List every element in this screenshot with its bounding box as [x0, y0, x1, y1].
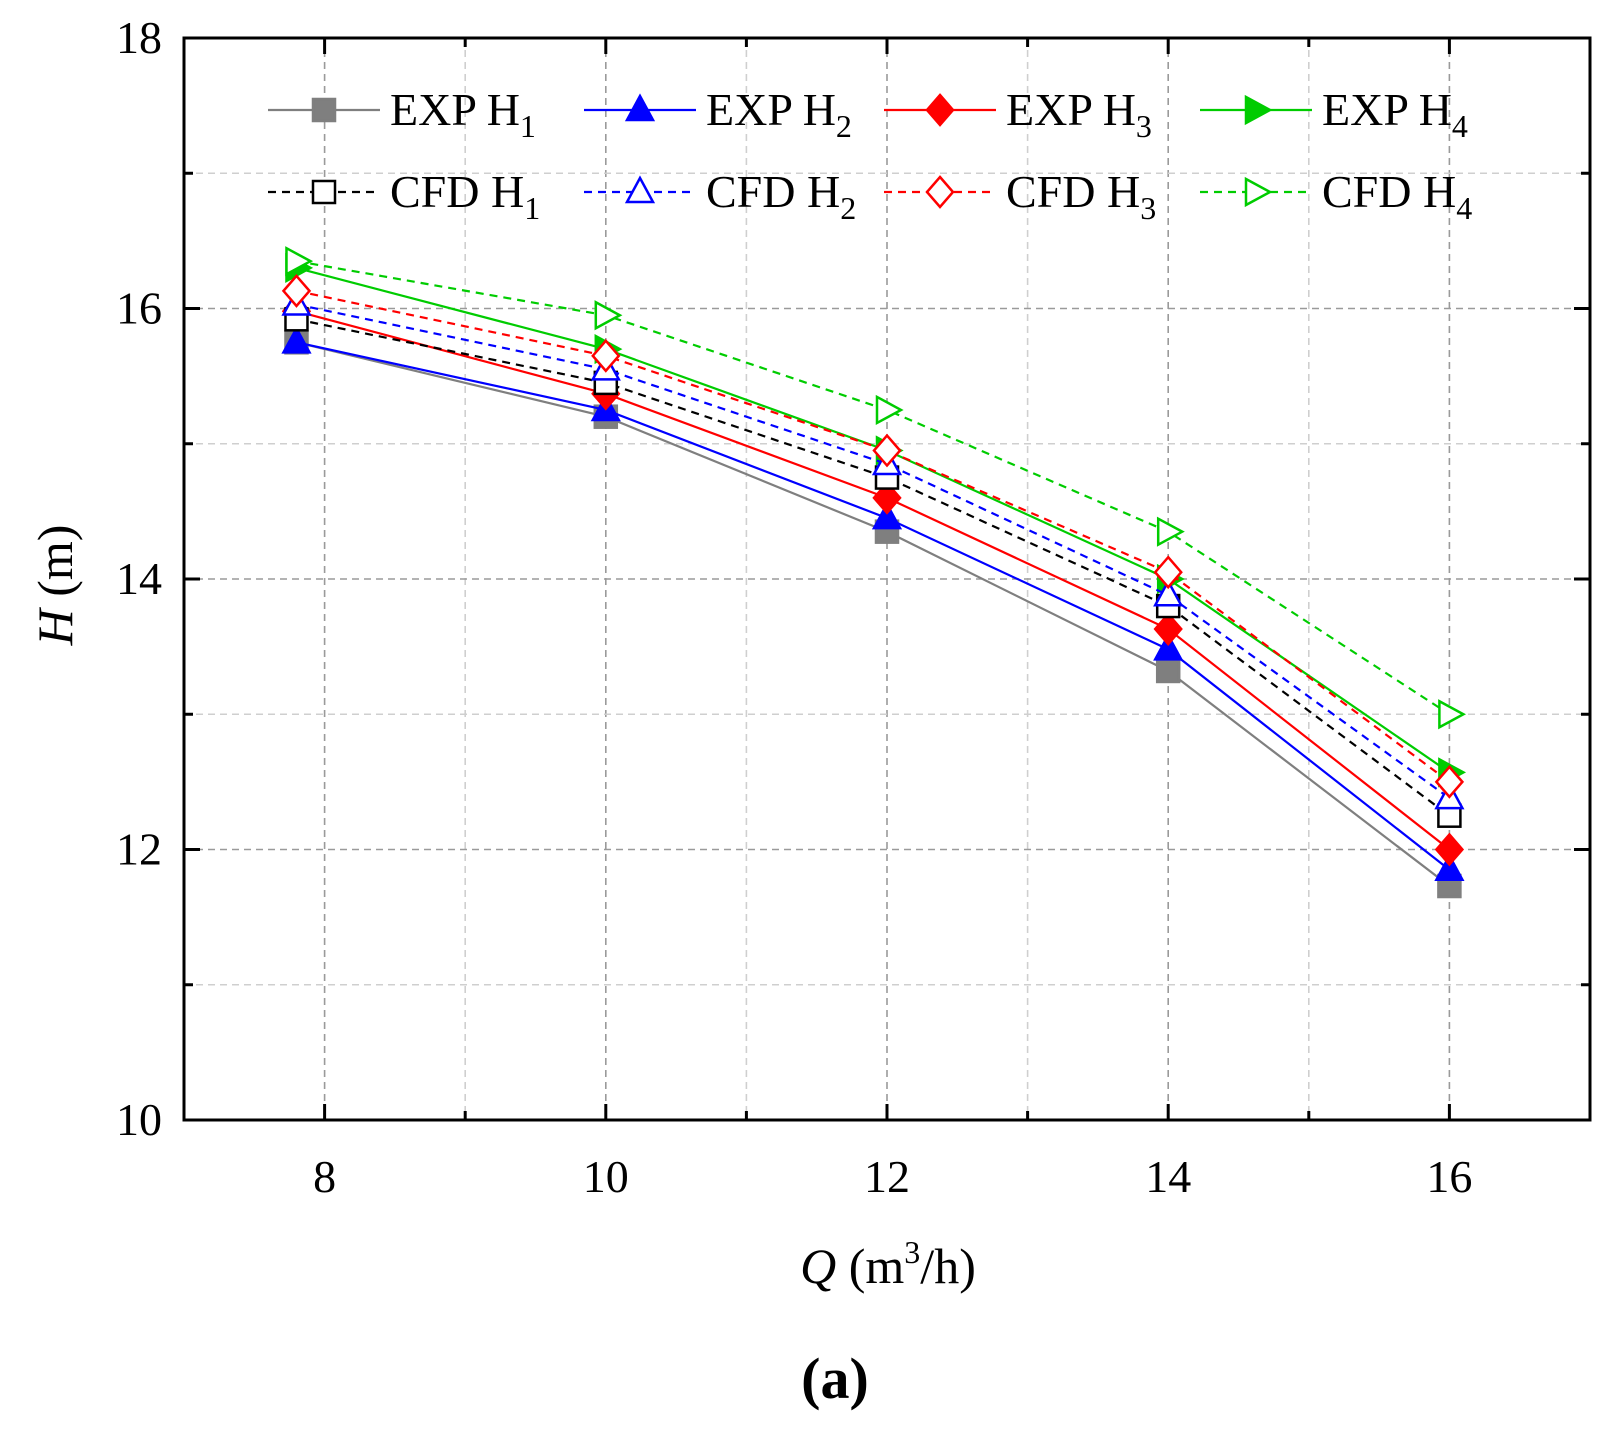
data-point-triangle-up: [624, 175, 656, 204]
legend-entry: CFD H2: [584, 166, 856, 226]
data-point-triangle-up: [624, 93, 656, 122]
series-cfd-h3: [281, 274, 1465, 799]
series-line: [296, 341, 1451, 871]
legend-label-subscript: 3: [1140, 190, 1156, 226]
x-tick-label: 12: [864, 1151, 910, 1202]
series-exp-h2: [281, 325, 1465, 882]
legend-label-main: CFD H: [706, 166, 840, 217]
data-point-diamond: [872, 480, 902, 515]
x-tick-label: 16: [1426, 1151, 1472, 1202]
data-point-triangle-right: [594, 300, 623, 331]
series-layer: [281, 246, 1467, 899]
legend-label-subscript: 2: [836, 108, 852, 144]
series-line: [296, 341, 1451, 887]
legend-entry: EXP H4: [1200, 84, 1468, 144]
legend-entry: CFD H4: [1200, 166, 1472, 226]
panel-label: (a): [801, 1346, 869, 1411]
data-point-triangle-up: [281, 325, 312, 354]
x-axis-unit-post: /h): [920, 1238, 976, 1294]
data-point-diamond: [925, 93, 955, 127]
legend-entry: EXP H2: [584, 84, 852, 144]
legend-label-main: CFD H: [1322, 166, 1456, 217]
legend-label: CFD H4: [1322, 166, 1472, 226]
series-exp-h1: [284, 330, 1462, 899]
legend-label: EXP H1: [390, 84, 536, 144]
data-point-triangle-right: [1244, 176, 1273, 208]
data-point-triangle-up: [1434, 853, 1465, 882]
y-tick-label: 10: [116, 1094, 162, 1145]
series-line: [296, 260, 1450, 716]
x-tick-label: 14: [1145, 1151, 1191, 1202]
y-axis-unit: (m): [27, 525, 83, 610]
legend-label-subscript: 1: [520, 108, 536, 144]
data-point-diamond: [872, 433, 902, 468]
legend-label: EXP H3: [1006, 84, 1152, 144]
data-point-square: [311, 97, 337, 123]
data-point-triangle-right: [1244, 94, 1273, 126]
legend-label-subscript: 2: [840, 190, 856, 226]
data-point-triangle-right: [285, 246, 314, 277]
x-axis-unit-pre: (m: [836, 1238, 904, 1294]
y-axis-symbol: H: [27, 606, 83, 646]
legend-label-subscript: 3: [1136, 108, 1152, 144]
legend-label: CFD H3: [1006, 166, 1156, 226]
data-point-diamond: [1153, 555, 1183, 590]
x-axis-label: Q (m3/h): [800, 1234, 976, 1294]
y-tick-label: 12: [116, 824, 162, 875]
legend-label: EXP H2: [706, 84, 852, 144]
data-point-square: [311, 179, 337, 205]
x-tick-label: 8: [313, 1151, 336, 1202]
series-line: [296, 318, 1451, 817]
legend-label: CFD H2: [706, 166, 856, 226]
legend-label-main: CFD H: [390, 166, 524, 217]
legend-label-main: EXP H: [390, 84, 520, 135]
legend-label: EXP H4: [1322, 84, 1468, 144]
legend-label-subscript: 4: [1456, 190, 1472, 226]
legend-label-subscript: 4: [1452, 108, 1468, 144]
data-point-triangle-right: [875, 394, 904, 426]
series-cfd-h1: [284, 307, 1462, 828]
legend-label-main: EXP H: [706, 84, 836, 135]
legend-label-main: EXP H: [1006, 84, 1136, 135]
data-point-diamond: [591, 338, 621, 373]
data-point-triangle-up: [871, 501, 903, 530]
y-tick-label: 18: [116, 12, 162, 63]
legend-label-subscript: 1: [524, 190, 540, 226]
series-line: [296, 310, 1451, 851]
grid: [184, 38, 1590, 1120]
data-point-triangle-up: [1153, 578, 1184, 607]
data-point-diamond: [1434, 832, 1465, 867]
data-point-diamond: [1153, 612, 1183, 646]
data-point-triangle-right: [1156, 516, 1185, 547]
series-cfd-h2: [281, 287, 1465, 810]
legend-label: CFD H1: [390, 166, 540, 226]
x-axis-unit-sup: 3: [904, 1234, 920, 1270]
x-tick-label: 10: [583, 1151, 629, 1202]
legend-entry: CFD H1: [268, 166, 540, 226]
y-axis-label: H (m): [27, 525, 83, 647]
data-point-diamond: [925, 175, 955, 209]
series-line: [296, 266, 1451, 774]
y-tick-label: 14: [116, 553, 162, 604]
legend-label-main: EXP H: [1322, 84, 1452, 135]
legend-entry: CFD H3: [884, 166, 1156, 226]
data-point-diamond: [281, 274, 312, 308]
legend-label-main: CFD H: [1006, 166, 1140, 217]
series-cfd-h4: [285, 246, 1467, 730]
series-line: [296, 303, 1451, 799]
data-point-triangle-right: [1438, 699, 1467, 730]
data-point-diamond: [1434, 764, 1465, 799]
data-point-square: [1155, 658, 1181, 684]
legend-entry: EXP H3: [884, 84, 1152, 144]
data-point-triangle-up: [1153, 632, 1184, 661]
y-tick-label: 16: [116, 283, 162, 334]
x-axis-symbol: Q: [800, 1238, 836, 1294]
series-line: [296, 289, 1451, 783]
legend-entry: EXP H1: [268, 84, 536, 144]
